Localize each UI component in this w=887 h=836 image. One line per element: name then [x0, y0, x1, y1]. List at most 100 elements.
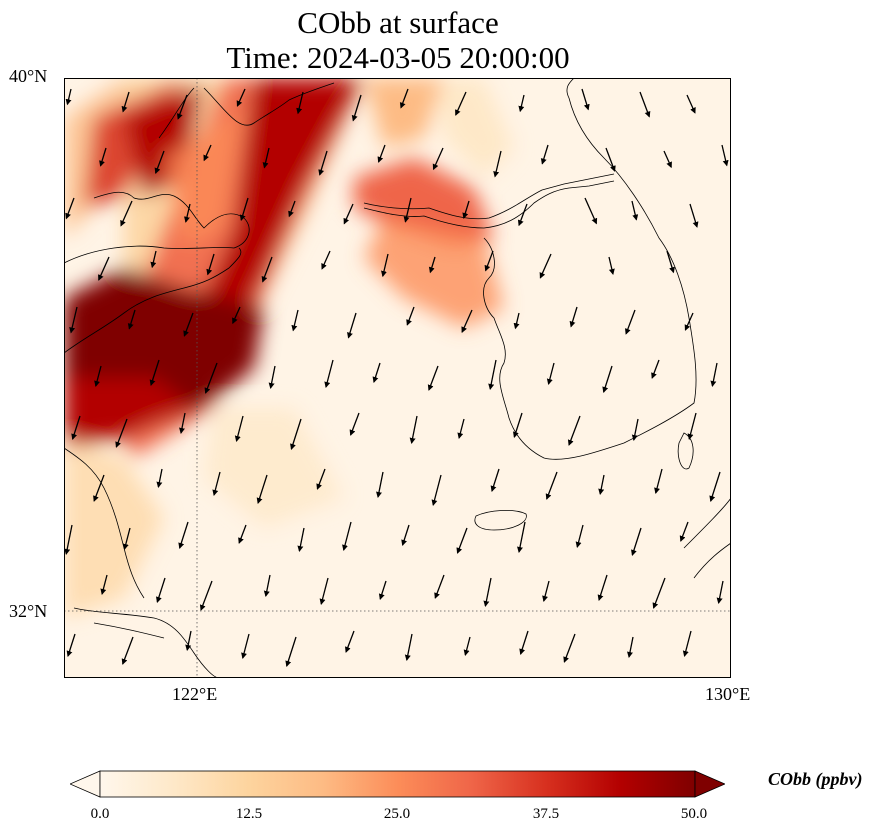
wind-arrow — [428, 256, 436, 274]
wind-arrow — [513, 312, 520, 330]
wind-arrow — [652, 577, 666, 609]
wind-arrow — [321, 250, 331, 270]
wind-arrow — [256, 474, 268, 504]
wind-arrow — [343, 203, 354, 225]
wind-arrow — [624, 309, 636, 335]
wind-arrow — [376, 471, 384, 498]
wind-arrow — [93, 474, 105, 502]
wind-arrow — [150, 250, 157, 269]
wind-arrow — [456, 527, 468, 554]
wind-arrow — [316, 468, 326, 490]
wind-arrow — [121, 91, 130, 113]
coastlines — [64, 78, 731, 678]
wind-arrow — [378, 580, 387, 600]
wind-arrow — [567, 415, 581, 446]
wind-arrow — [540, 144, 549, 165]
wind-arrow — [318, 150, 328, 176]
wind-arrow — [399, 88, 409, 109]
wind-arrow — [154, 150, 165, 175]
wind-arrow — [512, 412, 523, 438]
wind-arrow — [349, 412, 360, 436]
wind-arrow — [409, 415, 418, 444]
wind-arrow — [627, 636, 634, 658]
wind-arrow — [484, 250, 494, 272]
wind-arrow — [686, 94, 696, 114]
wind-arrow — [663, 150, 672, 169]
wind-arrow — [127, 309, 136, 330]
wind-arrow — [66, 633, 76, 657]
wind-arrow — [199, 580, 213, 611]
wind-arrow — [518, 94, 525, 113]
wind-arrow — [483, 577, 492, 607]
colorbar-gradient — [99, 770, 696, 798]
wind-arrow — [710, 362, 718, 387]
wind-arrow — [291, 309, 299, 332]
colorbar-tick: 37.5 — [532, 806, 560, 822]
shandong-coast — [64, 247, 242, 354]
wind-arrow — [232, 306, 241, 325]
wind-arrow — [268, 365, 276, 389]
wind-arrow — [239, 197, 249, 222]
wind-arrow — [178, 521, 189, 549]
wind-arrow — [203, 144, 212, 162]
wind-arrow — [434, 574, 445, 599]
wind-arrow — [631, 200, 639, 221]
wind-arrow — [488, 359, 497, 390]
china-coast-north — [64, 191, 250, 264]
wind-arrow — [654, 468, 663, 494]
concentration-field — [64, 78, 514, 618]
wind-arrow — [597, 574, 608, 601]
wind-arrow — [65, 88, 72, 106]
lon-tick-130e: 130°E — [705, 684, 751, 704]
wind-arrow — [347, 312, 357, 339]
japan-coast — [683, 497, 731, 579]
wind-arrow — [679, 521, 689, 542]
wind-arrow — [185, 630, 192, 651]
wind-arrow — [206, 253, 215, 276]
wind-arrow — [490, 468, 500, 492]
wind-arrow — [297, 527, 305, 552]
wind-arrow — [608, 256, 615, 275]
colorbar-tick: 50.0 — [680, 806, 708, 822]
wind-arrow — [569, 306, 578, 328]
wind-arrow — [115, 418, 128, 448]
wind-arrow — [372, 362, 381, 383]
wind-arrow — [463, 636, 471, 656]
bohai-coast — [158, 82, 335, 139]
wind-arrow — [684, 312, 694, 331]
lon-tick-122e: 122°E — [172, 684, 218, 704]
wind-arrow — [98, 256, 110, 281]
colorbar-tick: 0.0 — [90, 806, 110, 822]
wind-arrow — [319, 577, 329, 605]
wind-arrow — [598, 474, 605, 495]
colorbar-label: CObb (ppbv) — [768, 769, 863, 789]
wind-arrow — [493, 150, 502, 178]
wind-arrow — [666, 250, 675, 274]
jeju-island — [474, 510, 527, 531]
tsushima-island — [677, 432, 694, 470]
wind-arrow — [204, 362, 218, 394]
wind-arrow — [100, 574, 108, 595]
wind-arrow — [176, 94, 188, 120]
wind-arrow — [542, 580, 550, 602]
wind-arrow — [716, 580, 724, 604]
wind-arrow — [64, 524, 73, 555]
wind-arrow — [99, 147, 107, 167]
wind-arrow — [401, 524, 410, 546]
map-time: Time: 2024-03-05 20:00:00 — [226, 40, 570, 75]
wind-arrow — [290, 418, 302, 450]
wind-arrow — [605, 147, 616, 172]
map-title: CObb at surface — [297, 5, 499, 40]
wind-arrow — [403, 197, 412, 223]
wind-arrow — [517, 203, 528, 227]
lat-tick-32n: 32°N — [9, 601, 48, 621]
wind-arrow — [120, 200, 133, 227]
wind-arrow — [563, 633, 576, 663]
lat-tick-40n: 40°N — [9, 66, 48, 86]
wind-arrow — [69, 306, 78, 334]
wind-arrow — [262, 147, 270, 169]
wind-arrow — [539, 253, 552, 279]
wind-arrow — [122, 527, 131, 550]
wind-arrow — [324, 359, 334, 388]
wind-arrow — [651, 359, 660, 379]
